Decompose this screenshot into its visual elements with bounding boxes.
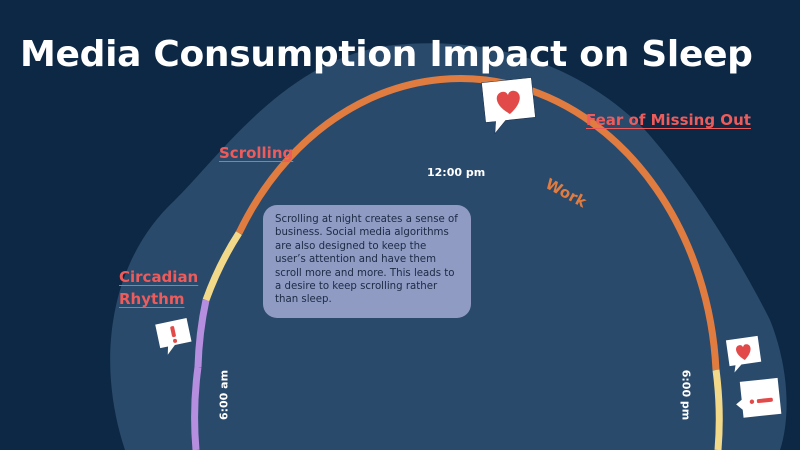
arc-segment-dusk [194, 299, 210, 368]
arc-segment-evening [191, 366, 202, 450]
alert-bubble-icon [736, 377, 782, 418]
arc-segment-night [712, 369, 723, 450]
topic-link-circadian-rhythm[interactable]: Circadian Rhythm [119, 268, 199, 308]
heart-bubble-icon [481, 77, 536, 135]
topic-link-fear-of-missing-out[interactable]: Fear of Missing Out [586, 111, 751, 129]
clock-label-noon: 12:00 pm [427, 166, 486, 179]
page-title: Media Consumption Impact on Sleep [20, 34, 753, 75]
heart-bubble-icon [725, 335, 762, 373]
arc-segment-morning [202, 231, 242, 302]
clock-label-6pm: 6:00 pm [679, 369, 693, 421]
alert-bubble-icon [155, 318, 192, 355]
clock-label-6am: 6:00 am [217, 369, 231, 421]
info-card: Scrolling at night creates a sense of bu… [263, 205, 471, 318]
info-card-text: Scrolling at night creates a sense of bu… [275, 214, 458, 306]
topic-link-scrolling[interactable]: Scrolling [219, 144, 294, 162]
